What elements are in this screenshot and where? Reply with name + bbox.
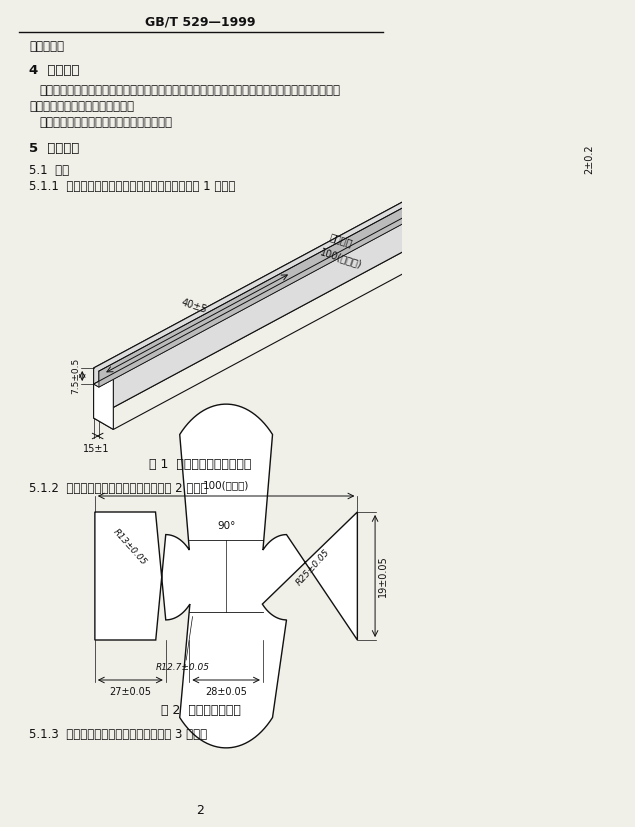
Text: 5.1  裁刀: 5.1 裁刀 xyxy=(29,164,69,176)
Text: R13±0.05: R13±0.05 xyxy=(111,527,148,566)
Text: 5.1.2  直角形试样所用裁刀，其尺寸如图 2 规定。: 5.1.2 直角形试样所用裁刀，其尺寸如图 2 规定。 xyxy=(29,481,208,495)
Polygon shape xyxy=(549,123,569,184)
Text: R25±0.05: R25±0.05 xyxy=(295,547,331,587)
Text: 图 1  梯形试样裁刀所裁试样: 图 1 梯形试样裁刀所裁试样 xyxy=(149,458,251,471)
Polygon shape xyxy=(99,127,554,387)
Polygon shape xyxy=(93,123,549,418)
Text: 5.1.1  梯形试样所用裁刀，其所裁切试样尺寸如图 1 规定。: 5.1.1 梯形试样所用裁刀，其所裁切试样尺寸如图 1 规定。 xyxy=(29,179,236,193)
Text: 28±0.05: 28±0.05 xyxy=(205,687,247,697)
Text: 90°: 90° xyxy=(217,521,236,531)
Text: 按规定的计算方法求出撇裂强度。: 按规定的计算方法求出撇裂强度。 xyxy=(29,99,134,112)
Text: GB/T 529—1999: GB/T 529—1999 xyxy=(145,16,256,28)
Text: 样的厚度。: 样的厚度。 xyxy=(29,40,64,52)
Text: 图 2  直角形试样裁刀: 图 2 直角形试样裁刀 xyxy=(161,704,241,716)
Text: 15±1: 15±1 xyxy=(83,444,109,454)
Text: 5.1.3  新月形试样所用裁刀，其尺寸如图 3 规定。: 5.1.3 新月形试样所用裁刀，其尺寸如图 3 规定。 xyxy=(29,729,207,742)
Polygon shape xyxy=(93,371,113,429)
Text: 不同类型的试样测定的试验结果无可比性。: 不同类型的试样测定的试验结果无可比性。 xyxy=(39,116,172,128)
Text: 40±5: 40±5 xyxy=(180,298,208,315)
Polygon shape xyxy=(93,123,569,380)
Text: 5  试验装置: 5 试验装置 xyxy=(29,141,79,155)
Text: 7.5±0.5: 7.5±0.5 xyxy=(71,358,81,394)
Text: R12.7±0.05: R12.7±0.05 xyxy=(156,663,210,672)
Text: 用拉力试验机，对有割口或无割口的试样在规定的速度下进行拉伸，直至试样撇断，将测定的力値: 用拉力试验机，对有割口或无割口的试样在规定的速度下进行拉伸，直至试样撇断，将测定… xyxy=(39,84,340,97)
Text: 19±0.05: 19±0.05 xyxy=(378,555,388,597)
Polygon shape xyxy=(95,404,358,748)
Text: 裁口方向: 裁口方向 xyxy=(328,232,354,249)
Text: 2: 2 xyxy=(197,804,204,816)
Text: 100(最小值): 100(最小值) xyxy=(319,247,364,270)
Text: 27±0.05: 27±0.05 xyxy=(109,687,151,697)
Text: 2±0.2: 2±0.2 xyxy=(584,145,594,174)
Text: 100(最小值): 100(最小值) xyxy=(203,480,250,490)
Polygon shape xyxy=(93,139,554,387)
Text: 4  试验原理: 4 试验原理 xyxy=(29,64,79,77)
